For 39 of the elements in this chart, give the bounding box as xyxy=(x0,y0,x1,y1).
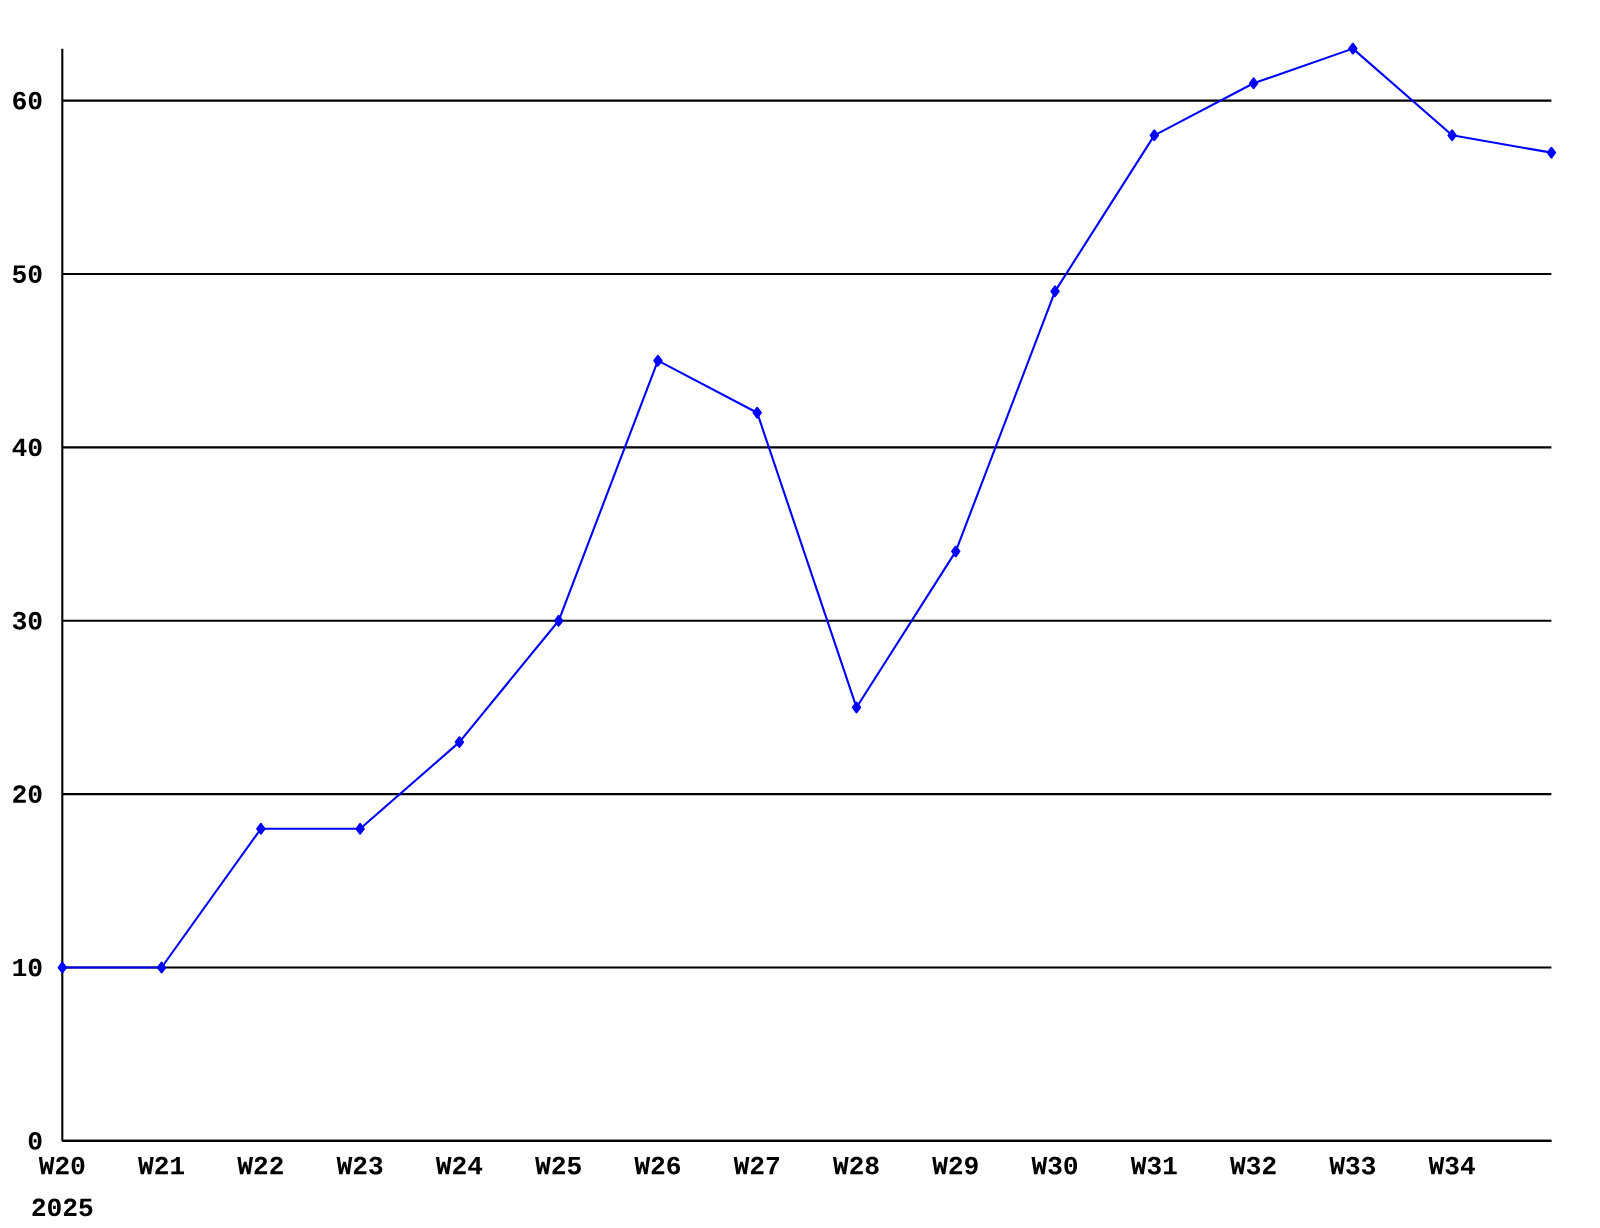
x-tick-label: W34 xyxy=(1428,1156,1475,1175)
y-tick-label: 10 xyxy=(13,958,42,977)
x-tick-label: W28 xyxy=(832,1156,879,1175)
point xyxy=(355,822,365,835)
point xyxy=(1050,285,1060,298)
y-tick-label: 30 xyxy=(12,611,42,630)
y-tick-label: 50 xyxy=(12,265,42,283)
x-tick-label: W29 xyxy=(932,1156,978,1175)
point xyxy=(454,736,465,749)
point xyxy=(1447,129,1457,142)
point xyxy=(1348,42,1358,55)
x-tick-label: W20 xyxy=(38,1156,85,1175)
point xyxy=(653,354,663,367)
x-tick-label: W21 xyxy=(138,1156,185,1175)
point xyxy=(752,406,762,419)
x-tick-label: W25 xyxy=(535,1156,581,1175)
x-tick-label: W31 xyxy=(1130,1156,1177,1175)
point xyxy=(1546,146,1557,159)
point xyxy=(1149,129,1160,142)
point xyxy=(951,545,961,558)
point xyxy=(851,701,862,714)
y-tick-label: 20 xyxy=(13,785,42,804)
x-tick-label: W27 xyxy=(733,1156,779,1175)
point xyxy=(553,614,564,627)
y-tick-label: 60 xyxy=(13,91,42,110)
y-tick-label: 40 xyxy=(12,438,42,457)
point xyxy=(57,961,68,974)
x-tick-label: W32 xyxy=(1230,1156,1276,1175)
x-tick-label: W30 xyxy=(1031,1156,1078,1175)
x-tick-label: W22 xyxy=(237,1156,283,1175)
text: 2025 xyxy=(32,1198,93,1217)
y-tick-label: 0 xyxy=(28,1132,42,1150)
x-tick-label: W24 xyxy=(435,1156,483,1175)
x-tick-label: W26 xyxy=(634,1156,680,1175)
point xyxy=(1248,77,1259,90)
x-tick-label: W23 xyxy=(336,1156,383,1175)
point xyxy=(256,822,266,835)
x-tick-label: W33 xyxy=(1329,1156,1376,1175)
point xyxy=(156,961,167,974)
